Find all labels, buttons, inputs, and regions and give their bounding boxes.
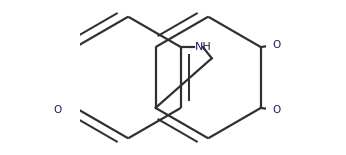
Text: NH: NH <box>194 42 211 52</box>
Text: O: O <box>53 104 61 115</box>
Text: O: O <box>272 40 280 51</box>
Text: O: O <box>272 104 280 115</box>
